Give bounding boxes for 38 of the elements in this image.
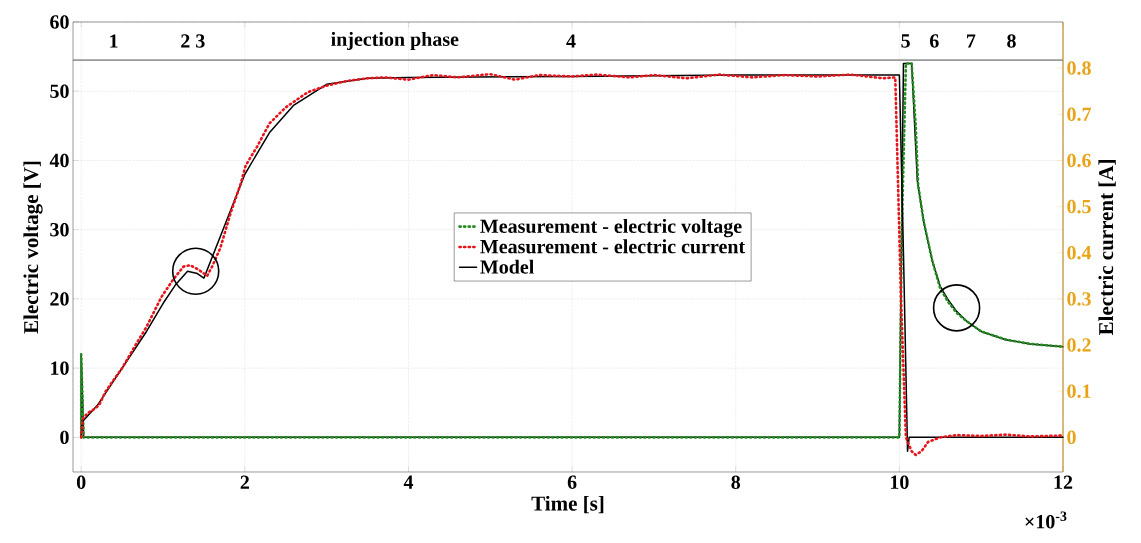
x-tick-label: 12	[1054, 475, 1073, 489]
annotation: 8	[1007, 34, 1016, 48]
legend-label: Model	[480, 259, 534, 274]
legend-label: Measurement - electric voltage	[480, 218, 742, 238]
y2-tick-label: 0.6	[1067, 153, 1091, 168]
y2-tick-label: 0.4	[1067, 245, 1092, 260]
y-tick-label: 30	[50, 222, 69, 237]
annotation: 4	[566, 34, 576, 48]
legend-label: Measurement - electric current	[480, 239, 746, 254]
annotation: 6	[929, 34, 939, 48]
y2-tick-label: 0.2	[1067, 338, 1091, 352]
annotation: 2 3	[181, 34, 205, 48]
y2-tick-label: 0.3	[1067, 292, 1091, 306]
x-tick-label: 0	[76, 475, 86, 490]
y2-tick-label: 0.1	[1067, 384, 1091, 399]
y-tick-label: 20	[50, 292, 69, 306]
annotation: 1	[110, 34, 118, 48]
text: ×10$^{-3}$	[1025, 511, 1067, 529]
y-tick-label: 0	[60, 430, 69, 445]
annotation: injection phase	[331, 31, 459, 51]
y-tick-label: 40	[49, 153, 69, 168]
x-tick-label: 8	[731, 475, 741, 490]
x-tick-label: 6	[567, 475, 577, 489]
y-tick-label: 10	[51, 361, 69, 375]
annotation: 5	[901, 34, 910, 48]
annotation: 7	[967, 34, 976, 48]
y2-tick-label: 0.7	[1067, 107, 1092, 122]
x-axis-title: Time [s]	[531, 495, 604, 514]
x-tick-label: 10	[890, 475, 909, 490]
x-tick-label: 2	[240, 475, 249, 489]
y-tick-label: 50	[50, 84, 69, 98]
y-axis-title: Electric voltage [V]	[23, 161, 43, 334]
y2-tick-label: 0.5	[1067, 199, 1091, 214]
y2-tick-label: 0.8	[1067, 61, 1091, 75]
y2-axis-title: Electric current [A]	[1098, 160, 1116, 336]
y-tick-label: 60	[50, 15, 69, 29]
x-tick-label: 4	[403, 475, 414, 489]
y2-tick-label: 0	[1067, 430, 1076, 445]
